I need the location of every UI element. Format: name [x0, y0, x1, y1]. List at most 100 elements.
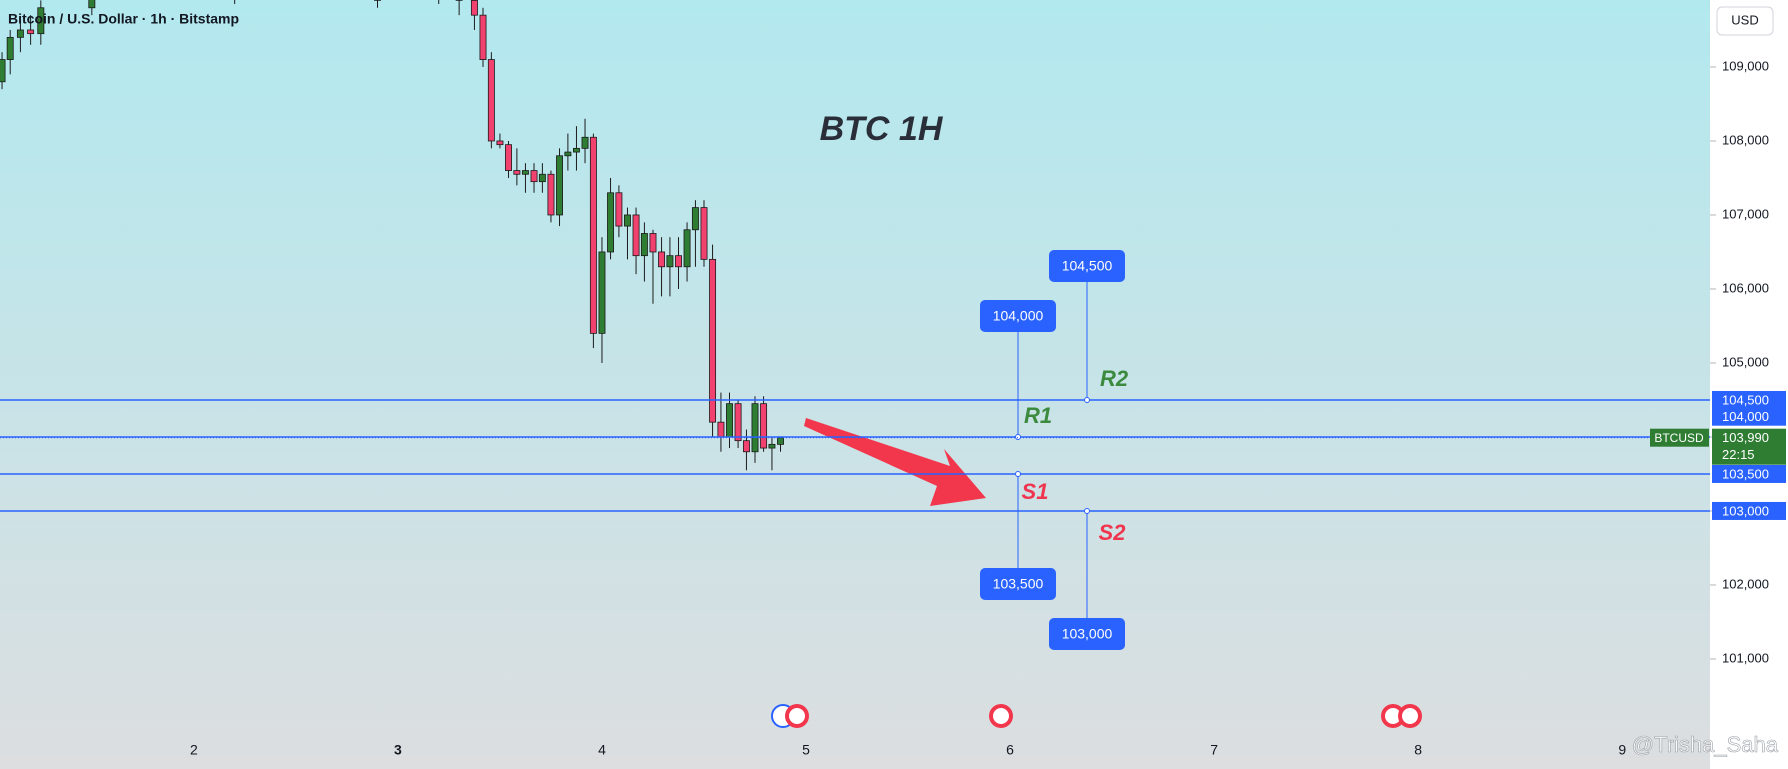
- level-callout: [1049, 250, 1125, 282]
- level-callout-label: 104,000: [993, 308, 1044, 324]
- level-anchor: [1015, 470, 1021, 477]
- candle-body: [513, 170, 521, 175]
- level-anchor: [1084, 507, 1090, 514]
- candle-body: [589, 136, 597, 334]
- level-name: S1: [1022, 479, 1049, 504]
- level-axis-label: 104,000: [1722, 409, 1769, 424]
- candle-body: [521, 170, 529, 175]
- level-anchor: [1084, 396, 1090, 403]
- level-callout-label: 103,500: [993, 576, 1044, 592]
- event-icon-inner: [1385, 708, 1401, 724]
- y-tick-label: 107,000: [1722, 206, 1769, 221]
- candle-body: [470, 0, 478, 16]
- candle-body: [487, 59, 495, 142]
- level-axis-label: 104,500: [1722, 392, 1769, 407]
- x-tick-label: 6: [1006, 742, 1014, 758]
- candle-body: [581, 136, 589, 149]
- plot-area: [0, 0, 784, 471]
- chart-title: BTC 1H: [820, 110, 944, 148]
- candle-body: [538, 173, 546, 183]
- last-price-tag: [1712, 428, 1786, 465]
- arrow: [804, 418, 986, 506]
- currency-label[interactable]: USD: [1731, 12, 1758, 27]
- candle-body: [734, 403, 742, 442]
- level-axis-label: 103,500: [1722, 466, 1769, 481]
- candle-body: [556, 155, 563, 216]
- level-callout: [980, 300, 1056, 332]
- candle-body: [768, 443, 776, 449]
- symbol-tag-label: BTCUSD: [1654, 431, 1704, 445]
- candle-body: [632, 214, 640, 257]
- candle-body: [37, 7, 45, 35]
- level-name: R1: [1024, 403, 1052, 428]
- symbol-tag: [1650, 428, 1709, 447]
- level-callout-label: 104,500: [1062, 258, 1113, 274]
- candle-body: [573, 147, 580, 153]
- event-icon-inner: [1402, 708, 1418, 724]
- watermark: @Trisha_Saha: [1632, 732, 1779, 757]
- candle-body: [700, 207, 708, 260]
- x-tick-label: 3: [394, 742, 402, 758]
- candle-body: [666, 255, 674, 268]
- candle-body: [691, 207, 699, 231]
- x-tick-label: 5: [802, 742, 810, 758]
- level-anchor: [1015, 433, 1021, 440]
- candle-body: [640, 233, 648, 257]
- y-tick-label: 106,000: [1722, 280, 1769, 295]
- event-icon-inner: [789, 708, 805, 724]
- level-axis-label: 103,000: [1722, 503, 1769, 518]
- candle-body: [505, 144, 512, 171]
- candle-body: [683, 229, 691, 268]
- level-axis-tag: [1712, 390, 1786, 409]
- x-tick-label: 2: [190, 742, 198, 758]
- level-axis-tag: [1712, 464, 1786, 483]
- y-tick-label: 102,000: [1722, 576, 1769, 591]
- candle-body: [658, 251, 666, 268]
- candle-body: [88, 0, 96, 9]
- candle-body: [742, 440, 750, 453]
- plot-background: [0, 0, 1710, 769]
- level-axis-tag: [1712, 407, 1786, 426]
- candle-body: [16, 29, 24, 38]
- y-tick-label: 108,000: [1722, 132, 1769, 147]
- x-tick-label: 7: [1210, 742, 1218, 758]
- candle-body: [607, 192, 615, 253]
- price-axis-background: [1710, 0, 1788, 769]
- candle-body: [598, 251, 606, 334]
- currency-button[interactable]: [1716, 6, 1774, 36]
- x-tick-label: 9: [1618, 742, 1626, 758]
- candle-body: [564, 151, 572, 157]
- candle-body: [751, 403, 759, 453]
- symbol-title: Bitcoin / U.S. Dollar · 1h · Bitstamp: [8, 11, 239, 27]
- y-tick-label: 101,000: [1722, 650, 1769, 665]
- candle-body: [709, 258, 717, 423]
- x-tick-label: 4: [598, 742, 606, 758]
- countdown-label: 22:15: [1722, 447, 1755, 462]
- x-tick-label: 8: [1414, 742, 1422, 758]
- candle-body: [27, 29, 35, 35]
- level-axis-tag: [1712, 501, 1786, 520]
- level-name: S2: [1099, 520, 1127, 545]
- level-callout: [980, 568, 1056, 600]
- event-icon-inner: [993, 708, 1009, 724]
- last-price-label: 103,990: [1722, 430, 1769, 445]
- y-tick-label: 109,000: [1722, 58, 1769, 73]
- level-name: R2: [1100, 366, 1129, 391]
- candle-body: [496, 140, 504, 146]
- candle-body: [479, 14, 487, 60]
- candle-body: [530, 170, 538, 183]
- event-icons: [771, 704, 1422, 728]
- candle-body: [760, 403, 768, 449]
- y-tick-label: 105,000: [1722, 354, 1769, 369]
- candle-body: [6, 36, 14, 60]
- level-callout: [1049, 618, 1125, 650]
- candle-body: [726, 403, 733, 438]
- candle-body: [717, 421, 725, 438]
- candle-body: [649, 233, 657, 253]
- candle-body: [777, 437, 784, 445]
- candle-body: [615, 192, 623, 227]
- candle-body: [0, 59, 6, 83]
- level-callout-label: 103,000: [1062, 626, 1113, 642]
